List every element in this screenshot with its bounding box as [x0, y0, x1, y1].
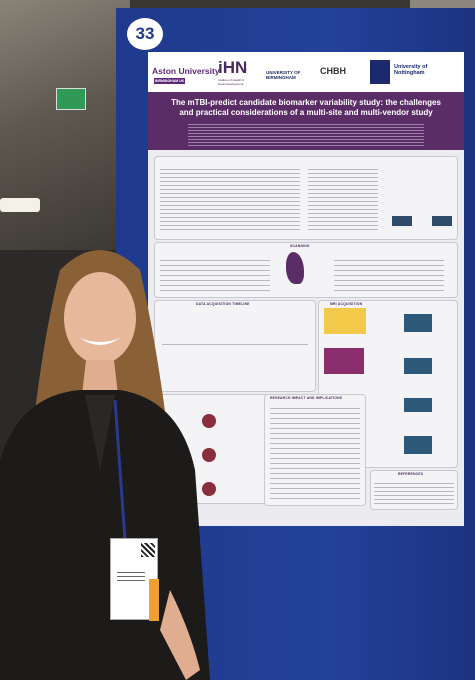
logo-ihn: iHN — [218, 58, 248, 77]
authors-lines — [188, 122, 424, 146]
ceiling-light — [0, 198, 40, 212]
timeline-line — [162, 344, 308, 346]
name-badge — [110, 538, 159, 621]
smile — [80, 338, 120, 345]
impact-heading: RESEARCH IMPACT AND IMPLICATIONS — [270, 396, 343, 400]
logo-aston-sub: BIRMINGHAM UK — [154, 78, 186, 84]
badge-lines — [117, 569, 145, 581]
icon-2 — [202, 448, 216, 462]
intro-text — [160, 166, 300, 230]
exit-sign — [56, 88, 86, 110]
logo-birmingham: UNIVERSITY OF BIRMINGHAM — [266, 70, 301, 80]
icon-1 — [202, 414, 216, 428]
impact-text — [270, 404, 360, 500]
board-number-tag: 33 — [127, 18, 163, 50]
intro-text-2 — [308, 166, 378, 230]
lanyard — [113, 399, 127, 541]
references-heading: REFERENCES — [398, 472, 424, 476]
mri-purple-box — [324, 348, 364, 374]
logo-nottingham: University of Nottingham — [394, 64, 428, 76]
intro-boxes — [392, 216, 412, 226]
mri-blue-box-4 — [404, 436, 432, 454]
mri-yellow-box — [324, 308, 366, 334]
logo-aston: Aston University — [152, 66, 220, 76]
badge-stripe — [149, 579, 159, 621]
uk-map — [286, 252, 304, 284]
hand — [160, 590, 200, 680]
timeline-heading: DATA ACQUISITION TIMELINE — [196, 302, 250, 306]
logo-strip — [148, 52, 464, 92]
mri-blue-box-2 — [404, 358, 432, 374]
mri-blue-box-1 — [404, 314, 432, 332]
top — [85, 395, 115, 470]
logo-ihn-sub: Institute of Health & Neurodevelopment — [218, 78, 245, 86]
badge-qr — [141, 543, 155, 557]
poster-title: The mTBI-predict candidate biomarker var… — [171, 98, 441, 117]
scanning-text-2 — [334, 256, 444, 292]
ceiling — [0, 0, 130, 250]
intro-boxes-2 — [432, 216, 452, 226]
face — [64, 272, 136, 364]
mri-blue-box-3 — [404, 398, 432, 412]
timeline-section — [154, 300, 316, 392]
references-text — [374, 480, 454, 506]
scanning-heading: SCANNING — [290, 244, 310, 248]
logo-chbh: CHBH — [320, 66, 346, 76]
mri-heading: MRI ACQUISITION — [330, 302, 363, 306]
neck — [82, 360, 118, 395]
nottingham-crest — [370, 60, 390, 84]
icon-3 — [202, 482, 216, 496]
scanning-text — [160, 256, 270, 292]
